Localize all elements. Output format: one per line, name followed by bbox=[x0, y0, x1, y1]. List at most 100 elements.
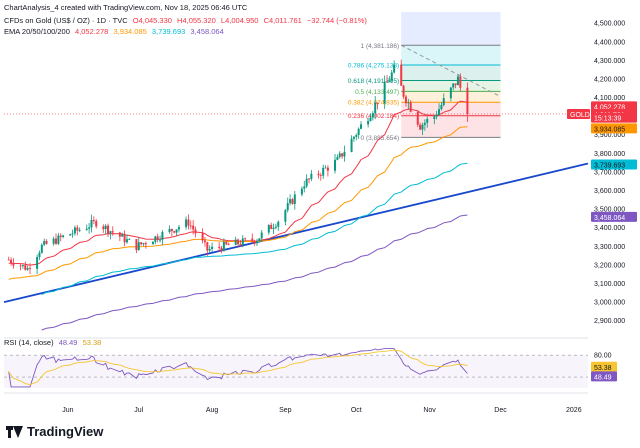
rsi-ma-value: 53.38 bbox=[82, 338, 102, 347]
ohlc-open: O4,045.330 bbox=[132, 16, 172, 25]
candle-body bbox=[300, 188, 303, 195]
ema20-value: 4,052.278 bbox=[74, 27, 109, 36]
candle-body bbox=[272, 227, 275, 230]
footer-brand: TradingView bbox=[6, 424, 103, 439]
y-tick-label: 4,400.000 bbox=[594, 39, 625, 46]
y-tick-label: 3,800.000 bbox=[594, 151, 625, 158]
candle-body bbox=[402, 85, 405, 97]
candle-body bbox=[267, 224, 270, 233]
candle-body bbox=[38, 252, 41, 258]
candle-body bbox=[95, 220, 98, 227]
candle-body bbox=[40, 244, 43, 253]
candle-body bbox=[386, 81, 389, 83]
candle-body bbox=[360, 124, 363, 129]
candle-body bbox=[253, 240, 256, 244]
y-tick-label: 3,600.000 bbox=[594, 188, 625, 195]
candle-body bbox=[416, 111, 419, 125]
candle-body bbox=[456, 76, 459, 86]
rsi-legend[interactable]: RSI (14, close) 48.49 53.38 bbox=[4, 338, 104, 348]
fib-level-label: 1 (4,381.186) bbox=[361, 43, 400, 50]
candle-body bbox=[258, 238, 261, 242]
candle-body bbox=[201, 233, 204, 241]
candle-body bbox=[159, 239, 162, 241]
y-tick-label: 3,000.000 bbox=[594, 300, 625, 307]
candle-body bbox=[352, 136, 355, 139]
ema200-line bbox=[41, 214, 468, 331]
rsi-value: 48.49 bbox=[58, 338, 78, 347]
candle-body bbox=[326, 167, 329, 171]
candle-body bbox=[225, 241, 228, 245]
candle-body bbox=[109, 231, 112, 234]
candle-body bbox=[154, 236, 157, 242]
candle-body bbox=[218, 246, 221, 248]
fib-level-label: 0.382 (4,074.835) bbox=[348, 100, 399, 107]
candle-body bbox=[104, 225, 107, 230]
candle-body bbox=[390, 72, 393, 81]
candle-body bbox=[317, 173, 320, 176]
y-tick-label: 3,500.000 bbox=[594, 207, 625, 214]
y-tick-label: 4,100.000 bbox=[594, 95, 625, 102]
price-chart[interactable]: 1 (4,381.186) 0.786 (4,275.138) 0.618 (4,1… bbox=[0, 0, 640, 418]
y-tick-label: 3,200.000 bbox=[594, 262, 625, 269]
candle-body bbox=[289, 199, 292, 204]
candle-body bbox=[274, 226, 277, 228]
x-tick-label: 2026 bbox=[566, 407, 582, 414]
candle-body bbox=[192, 225, 195, 230]
candle-body bbox=[194, 229, 197, 234]
candle-body bbox=[319, 175, 322, 176]
candle-body bbox=[211, 246, 214, 250]
ema200-value: 3,458.064 bbox=[190, 27, 224, 36]
y-tick-label: 3,700.000 bbox=[594, 169, 625, 176]
ema-label: EMA 20/50/100/200 bbox=[4, 27, 70, 36]
candle-body bbox=[102, 226, 105, 230]
candle-body bbox=[175, 229, 178, 233]
candle-body bbox=[208, 249, 211, 251]
symbol-name[interactable]: CFDs on Gold (US$ / OZ) · 1D · TVC bbox=[4, 16, 128, 25]
candle-body bbox=[324, 167, 327, 169]
ema50-line bbox=[8, 126, 468, 280]
candle-body bbox=[107, 225, 110, 234]
candle-body bbox=[371, 113, 374, 118]
y-tick-label: 4,500.000 bbox=[594, 21, 625, 28]
candle-body bbox=[26, 268, 29, 270]
rsi-band bbox=[4, 355, 588, 388]
tradingview-logo-icon bbox=[6, 425, 23, 438]
candle-body bbox=[73, 227, 76, 234]
price-label-text: 4,052.278 bbox=[594, 104, 625, 111]
ohlc-high: H4,055.320 bbox=[177, 16, 216, 25]
candle-body bbox=[222, 241, 225, 251]
candle-body bbox=[251, 238, 254, 241]
ohlc-low: L4,004.950 bbox=[220, 16, 259, 25]
price-label-bg bbox=[591, 112, 637, 123]
ema100-value: 3,739.693 bbox=[151, 27, 186, 36]
candle-body bbox=[125, 239, 128, 243]
candle-body bbox=[19, 265, 22, 267]
candle-body bbox=[189, 225, 192, 227]
price-label-text: 3,458.064 bbox=[594, 215, 625, 222]
ema-legend[interactable]: EMA 20/50/100/200 4,052.278 3,934.085 3,… bbox=[4, 27, 227, 37]
symbol-tag-text: GOLD bbox=[570, 112, 590, 119]
symbol-tag-bg bbox=[567, 108, 590, 119]
rsi-axis-label: 48.49 bbox=[594, 374, 612, 381]
candle-body bbox=[341, 153, 344, 157]
candle-body bbox=[407, 102, 410, 104]
rsi-ma-line bbox=[8, 349, 468, 386]
candle-body bbox=[303, 186, 306, 189]
candles-group bbox=[7, 59, 469, 274]
candle-body bbox=[286, 203, 289, 211]
candle-body bbox=[137, 242, 140, 251]
candle-body bbox=[293, 194, 296, 204]
candle-body bbox=[7, 259, 10, 261]
candle-body bbox=[393, 64, 396, 73]
candle-body bbox=[350, 138, 353, 152]
candle-body bbox=[255, 241, 258, 244]
candle-body bbox=[76, 227, 79, 231]
fib-zone-2 bbox=[401, 80, 501, 92]
candle-body bbox=[440, 105, 443, 110]
candle-body bbox=[260, 232, 263, 239]
candle-body bbox=[355, 135, 358, 137]
candle-body bbox=[374, 102, 377, 114]
x-tick-label: Dec bbox=[494, 407, 507, 414]
price-label-text: 15:13:39 bbox=[594, 116, 621, 123]
long-term-trendline bbox=[3, 162, 589, 303]
